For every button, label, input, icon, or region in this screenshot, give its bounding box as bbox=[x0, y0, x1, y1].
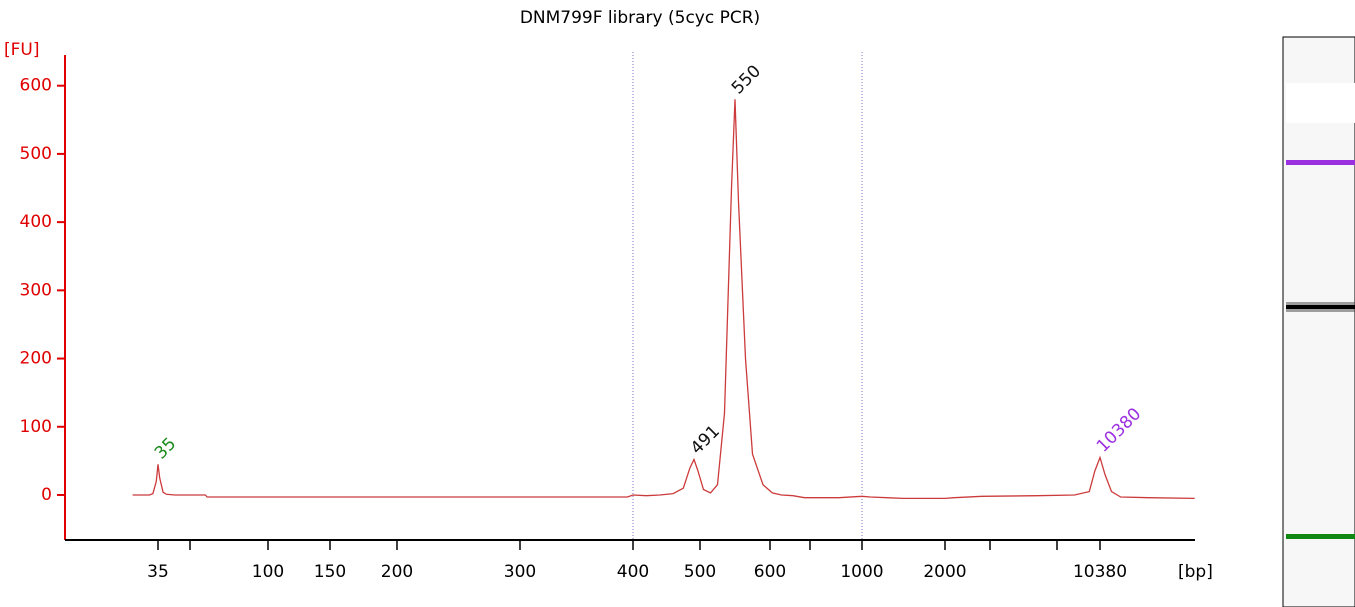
y-tick-label: 200 bbox=[20, 349, 52, 369]
x-tick-label: 100 bbox=[252, 562, 284, 582]
chart-title: DNM799F library (5cyc PCR) bbox=[520, 8, 760, 28]
x-tick-label: 35 bbox=[147, 562, 169, 582]
peak-label: 550 bbox=[728, 61, 765, 98]
gel-band bbox=[1286, 305, 1355, 309]
x-tick-label: 2000 bbox=[923, 562, 966, 582]
gel-background bbox=[1282, 36, 1355, 607]
peak-label: 491 bbox=[687, 421, 724, 458]
gel-shade bbox=[1286, 83, 1355, 123]
y-tick-label: 500 bbox=[20, 144, 52, 164]
x-tick-label: 300 bbox=[504, 562, 536, 582]
x-tick-label: 600 bbox=[754, 562, 786, 582]
peak-label: 10380 bbox=[1093, 404, 1145, 456]
gel-band bbox=[1286, 534, 1355, 539]
minor-ticks bbox=[189, 540, 1058, 550]
x-tick-label: 1000 bbox=[840, 562, 883, 582]
peak-label: 35 bbox=[151, 434, 180, 463]
x-tick-label: 150 bbox=[314, 562, 346, 582]
y-tick-label: 600 bbox=[20, 76, 52, 96]
x-tick-label: 400 bbox=[617, 562, 649, 582]
y-tick-label: 100 bbox=[20, 417, 52, 437]
y-tick-label: 300 bbox=[20, 280, 52, 300]
x-tick-label: 10380 bbox=[1073, 562, 1127, 582]
y-tick-label: 0 bbox=[41, 485, 52, 505]
x-tick-label: 200 bbox=[381, 562, 413, 582]
y-tick-label: 400 bbox=[20, 212, 52, 232]
trace bbox=[132, 99, 1195, 500]
x-tick-label: 500 bbox=[684, 562, 716, 582]
gel-band bbox=[1286, 160, 1355, 165]
x-axis-label: [bp] bbox=[1178, 562, 1213, 582]
gel-lane bbox=[1282, 36, 1355, 607]
y-axis-label: [FU] bbox=[4, 40, 40, 60]
